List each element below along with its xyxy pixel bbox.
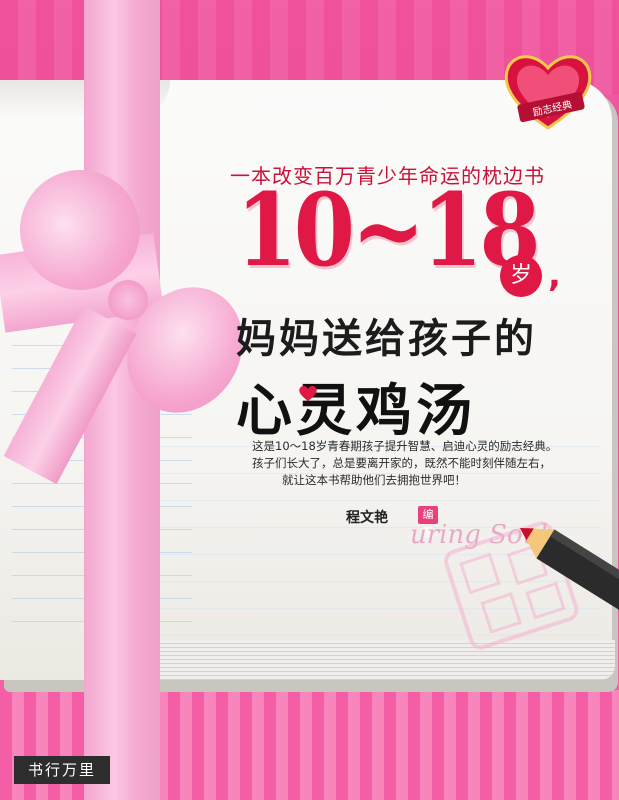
pencil-icon bbox=[520, 528, 619, 627]
subtitle: 一本改变百万青少年命运的枕边书 bbox=[230, 164, 545, 188]
watermark-text: 书行万里 bbox=[27, 761, 96, 779]
author-role: 编著 bbox=[418, 506, 438, 539]
description-line: 孩子们长大了，总是要离开家的，既然不能时刻伴随左右， bbox=[252, 456, 551, 470]
title-comma: , bbox=[548, 255, 561, 295]
author-name: 程文艳 bbox=[346, 510, 388, 526]
page-edges bbox=[160, 640, 615, 680]
description-line: 这是10～18岁青春期孩子提升智慧、启迪心灵的励志经典。 bbox=[252, 439, 558, 453]
title-line-2: 妈妈送给孩子的 bbox=[236, 316, 537, 362]
heart-badge-icon: 励志经典 bbox=[504, 55, 592, 130]
bow-knot bbox=[108, 280, 148, 320]
description-line: 就让这本书帮助他们去拥抱世界吧！ bbox=[282, 473, 466, 487]
ruled-lines-right bbox=[160, 420, 600, 670]
watermark-logo: 书行万里 bbox=[14, 756, 110, 784]
age-unit-badge: 岁 bbox=[500, 255, 542, 297]
description: 这是10～18岁青春期孩子提升智慧、启迪心灵的励志经典。 孩子们长大了，总是要离… bbox=[252, 438, 592, 489]
small-heart-icon bbox=[299, 385, 317, 401]
age-range: 10~18 bbox=[236, 171, 541, 289]
title-line-3: 心灵鸡汤 bbox=[236, 379, 476, 444]
